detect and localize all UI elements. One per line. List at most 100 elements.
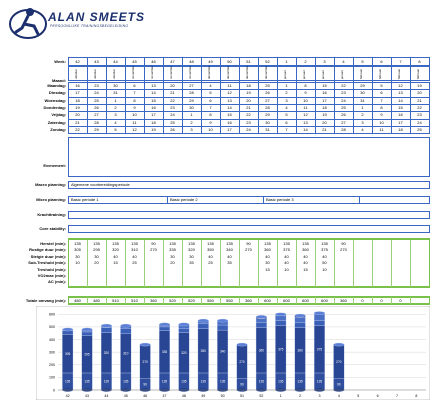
core-label: Core stability: [39, 226, 66, 231]
date-cell: 17 [398, 119, 403, 125]
week-number: 47 [170, 59, 175, 64]
x-tick-label: 47 [163, 394, 167, 398]
runner-logo-icon [9, 8, 47, 39]
date-cell: 17 [151, 112, 156, 118]
bar-data-label: 295 [84, 353, 90, 357]
date-cell: 13 [398, 90, 403, 96]
metric-value: 295 [93, 247, 100, 253]
date-cell: 18 [322, 104, 327, 110]
metric-value: 15 [303, 266, 308, 272]
metric-col-line [315, 240, 316, 287]
x-tick-label: 4 [338, 394, 340, 398]
date-cell: 14 [303, 126, 308, 132]
weekly-volume-chart: 0100200300400500600305135422951354332013… [36, 306, 430, 400]
micro-label: Micro planning: [36, 197, 66, 202]
date-cell: 31 [265, 126, 270, 132]
total-col-line [125, 297, 126, 304]
metric-col-line [258, 240, 259, 287]
bar-segment [81, 331, 93, 336]
metric-value: 40 [284, 260, 289, 266]
metric-col-line [334, 240, 335, 287]
month-name: februari [416, 68, 420, 79]
week-number: 4 [342, 59, 345, 64]
date-cell: 8 [304, 83, 307, 88]
core-box [68, 225, 430, 233]
total-value: 480 [74, 298, 81, 303]
metric-value: 375 [283, 247, 290, 253]
date-cell: 19 [151, 126, 156, 132]
date-cell: 26 [265, 90, 270, 96]
date-cell: 7 [133, 90, 136, 96]
date-cell: 10 [379, 119, 384, 125]
grid-col-line [87, 57, 88, 135]
date-cell: 4 [114, 119, 117, 125]
kracht-box [68, 211, 430, 219]
date-cell: 16 [322, 90, 327, 96]
bar-segment [178, 328, 190, 333]
metric-col-line [87, 240, 88, 287]
metric-value: 135 [93, 241, 100, 246]
date-cell: 29 [265, 112, 270, 118]
date-cell: 25 [341, 104, 346, 110]
date-cell: 6 [133, 83, 136, 88]
week-number: 49 [208, 59, 213, 64]
date-cell: 20 [246, 97, 251, 103]
bar-data-label: 135 [317, 380, 323, 384]
metric-value: 30 [94, 253, 99, 259]
grid-row-line [68, 125, 430, 127]
bar-segment [294, 317, 306, 323]
date-cell: 12 [303, 112, 308, 118]
grid-col-line [391, 57, 392, 135]
bar-segment [313, 314, 325, 321]
date-cell: 21 [417, 97, 422, 103]
metric-value: 40 [227, 253, 232, 259]
total-col-line [315, 297, 316, 304]
month-name: januari [321, 69, 325, 79]
date-cell: 25 [94, 97, 99, 103]
date-cell: 30 [360, 90, 365, 96]
date-cell: 6 [285, 119, 288, 125]
micro-period-3: Basic periode 3 [266, 197, 294, 202]
bar-data-label: 375 [317, 348, 323, 352]
metric-value: 135 [74, 241, 81, 246]
grid-col-line [144, 57, 145, 135]
date-cell: 30 [189, 104, 194, 110]
bar-data-label: 135 [220, 380, 226, 384]
date-cell: 26 [341, 112, 346, 118]
date-cell: 16 [75, 83, 80, 88]
metric-value: 40 [208, 253, 213, 259]
evenement-box [68, 137, 430, 177]
metric-label: VO2max (min): [37, 273, 66, 278]
total-value: 360 [150, 298, 157, 303]
week-number: 45 [132, 59, 137, 64]
total-col-line [144, 297, 145, 304]
bar-segment [100, 327, 112, 333]
grid-col-line [296, 57, 297, 135]
date-cell: 13 [303, 119, 308, 125]
bar-data-label: 270 [336, 360, 342, 364]
week-number: 7 [399, 59, 402, 64]
date-cell: 29 [189, 97, 194, 103]
grid-col-line [220, 57, 221, 135]
date-cell: 2 [285, 90, 288, 96]
month-name: oktober [112, 68, 116, 79]
bar-segment [275, 315, 287, 321]
date-cell: 18 [151, 119, 156, 125]
metric-col-line [239, 240, 240, 287]
grid-col-line [315, 57, 316, 135]
total-value: 520 [188, 298, 195, 303]
micro-box: Basic periode 1 Basic periode 2 Basic pe… [68, 196, 430, 204]
date-cell: 7 [380, 97, 383, 103]
day-label: Maandag: [47, 83, 66, 88]
metric-value: 40 [303, 260, 308, 266]
date-cell: 12 [132, 126, 137, 132]
date-cell: 5 [285, 112, 288, 118]
maand-label: Maand: [52, 78, 66, 83]
total-value: 0 [399, 298, 402, 303]
date-cell: 29 [94, 126, 99, 132]
total-col-line [410, 297, 411, 304]
bar-top [275, 312, 287, 317]
date-cell: 21 [322, 126, 327, 132]
date-cell: 27 [189, 83, 194, 88]
date-cell: 24 [170, 112, 175, 118]
